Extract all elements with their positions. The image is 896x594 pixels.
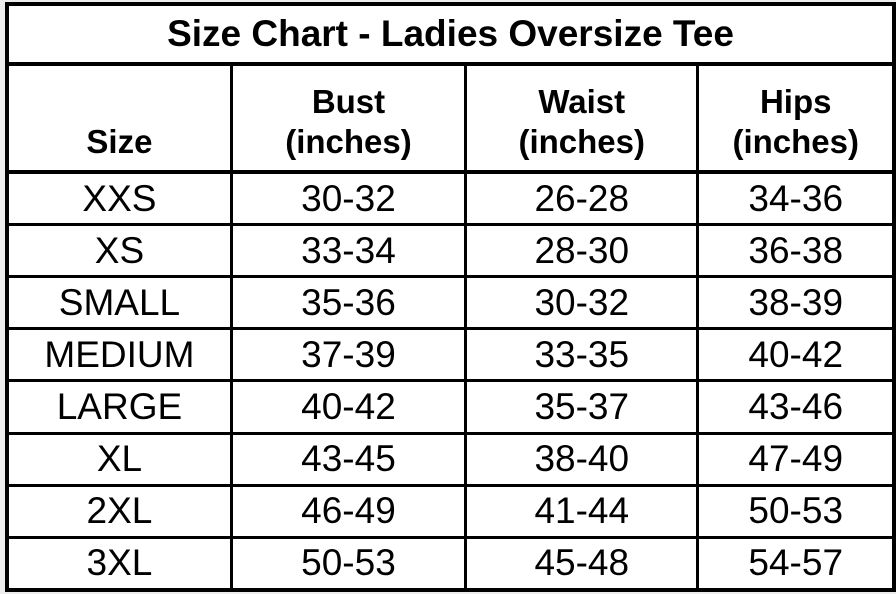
bust-cell: 35-36 [229, 275, 468, 331]
size-cell: XL [5, 431, 233, 487]
waist-cell: 28-30 [464, 223, 700, 279]
waist-cell: 41-44 [464, 483, 700, 539]
size-cell: XS [5, 223, 233, 279]
size-cell: MEDIUM [5, 327, 233, 383]
hips-cell: 43-46 [696, 379, 896, 435]
table-row: MEDIUM 37-39 33-35 40-42 [5, 327, 896, 383]
size-cell: XXS [5, 170, 233, 227]
column-header-hips: Hips (inches) [696, 62, 896, 174]
table-row: 2XL 46-49 41-44 50-53 [5, 483, 896, 539]
bust-cell: 30-32 [229, 170, 468, 227]
table-row: XS 33-34 28-30 36-38 [5, 223, 896, 279]
size-cell: 3XL [5, 535, 233, 592]
column-header-waist-unit: (inches) [518, 122, 646, 160]
bust-cell: 33-34 [229, 223, 468, 279]
hips-cell: 47-49 [696, 431, 896, 487]
hips-cell: 38-39 [696, 275, 896, 331]
bust-cell: 40-42 [229, 379, 468, 435]
waist-cell: 38-40 [464, 431, 700, 487]
waist-cell: 45-48 [464, 535, 700, 592]
size-cell: 2XL [5, 483, 233, 539]
size-chart: Size Chart - Ladies Oversize Tee Size Bu… [5, 2, 896, 592]
column-header-hips-label: Hips [759, 82, 832, 120]
size-cell: SMALL [5, 275, 233, 331]
table-row: LARGE 40-42 35-37 43-46 [5, 379, 896, 435]
bust-cell: 43-45 [229, 431, 468, 487]
hips-cell: 34-36 [696, 170, 896, 227]
header-row: Size Bust (inches) Waist (inches) Hips (… [5, 62, 896, 174]
waist-cell: 33-35 [464, 327, 700, 383]
column-header-bust-label: Bust [311, 82, 386, 120]
hips-cell: 54-57 [696, 535, 896, 592]
table-row: XL 43-45 38-40 47-49 [5, 431, 896, 487]
title-row: Size Chart - Ladies Oversize Tee [5, 2, 896, 66]
table-row: XXS 30-32 26-28 34-36 [5, 170, 896, 227]
waist-cell: 26-28 [464, 170, 700, 227]
column-header-hips-unit: (inches) [732, 122, 859, 160]
waist-cell: 35-37 [464, 379, 700, 435]
column-header-bust-unit: (inches) [285, 122, 412, 160]
waist-cell: 30-32 [464, 275, 700, 331]
column-header-waist-label: Waist [538, 82, 626, 120]
table-row: 3XL 50-53 45-48 54-57 [5, 535, 896, 592]
bust-cell: 50-53 [229, 535, 468, 592]
size-chart-table: Size Chart - Ladies Oversize Tee Size Bu… [5, 2, 896, 592]
chart-title: Size Chart - Ladies Oversize Tee [5, 2, 896, 66]
bust-cell: 37-39 [229, 327, 468, 383]
table-row: SMALL 35-36 30-32 38-39 [5, 275, 896, 331]
column-header-size: Size [5, 62, 233, 174]
hips-cell: 40-42 [696, 327, 896, 383]
size-cell: LARGE [5, 379, 233, 435]
hips-cell: 36-38 [696, 223, 896, 279]
column-header-size-label: Size [86, 122, 153, 160]
hips-cell: 50-53 [696, 483, 896, 539]
column-header-bust: Bust (inches) [229, 62, 468, 174]
bust-cell: 46-49 [229, 483, 468, 539]
column-header-waist: Waist (inches) [464, 62, 700, 174]
